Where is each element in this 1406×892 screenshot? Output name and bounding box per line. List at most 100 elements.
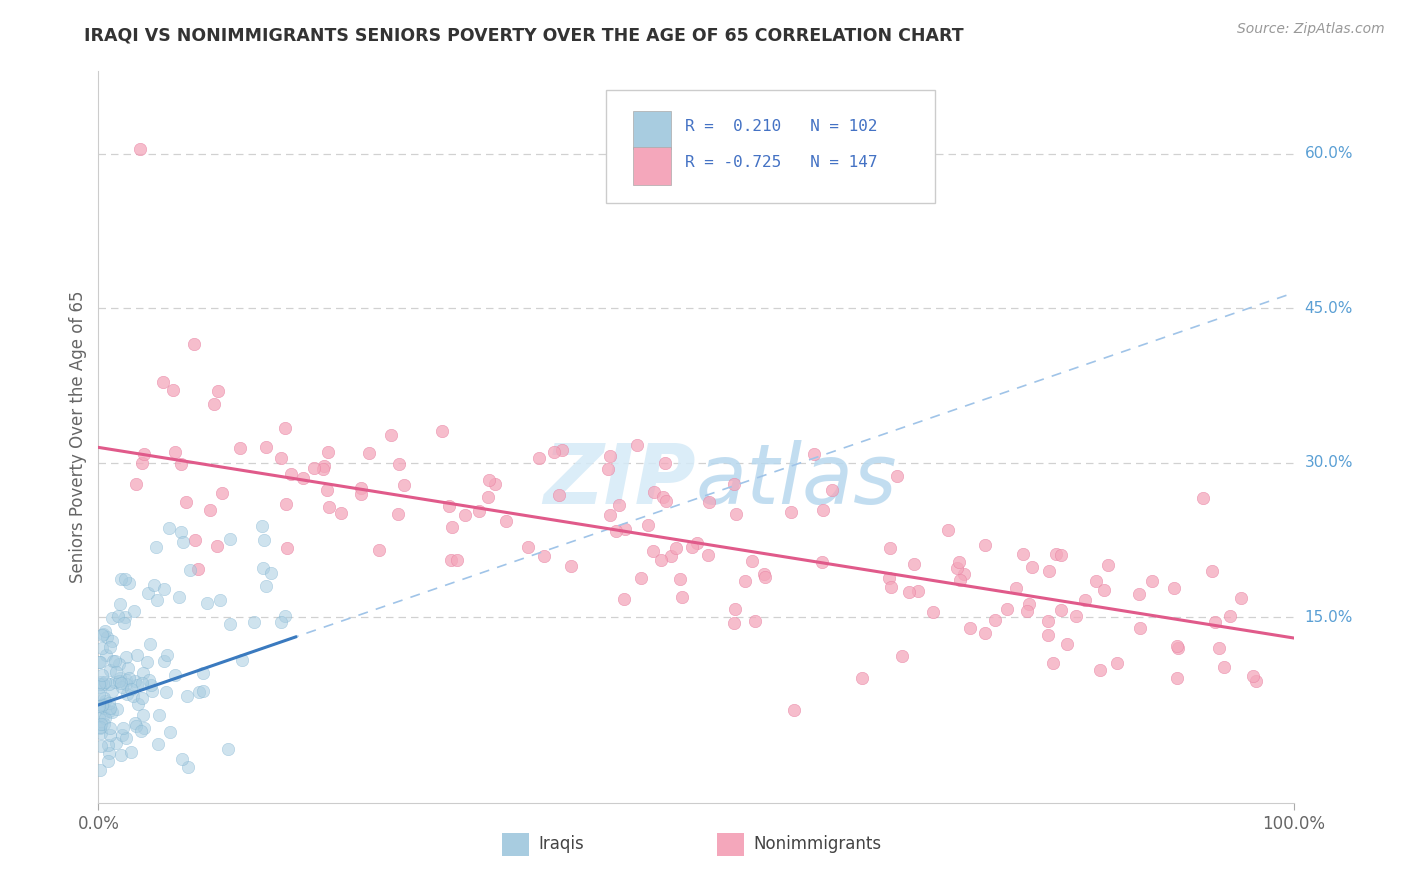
Point [318,500,340,515]
Point [560,559,582,574]
Point [104,675,127,690]
Point [359,445,381,459]
Point [626,438,648,452]
Text: Source: ZipAtlas.com: Source: ZipAtlas.com [1237,22,1385,37]
Point [91,677,114,691]
Point [110,598,132,612]
Point [96,630,118,644]
Point [183,337,205,351]
Point [316,445,339,459]
Point [1056,636,1078,650]
Point [91,698,114,712]
Point [260,566,283,581]
Point [686,535,709,549]
Point [1074,593,1097,607]
Point [211,486,233,500]
Point [1230,591,1253,606]
Point [953,567,976,582]
Point [468,504,491,518]
Point [112,615,135,630]
Point [172,751,194,765]
Point [146,737,169,751]
Point [188,685,211,699]
Point [94,648,117,662]
Point [127,678,149,692]
Point [229,442,252,456]
Point [127,648,149,662]
Point [254,441,277,455]
Point [87,677,110,691]
Point [90,628,112,642]
Point [125,477,148,491]
Point [543,445,565,459]
Point [89,655,111,669]
Point [697,495,720,509]
Point [98,640,121,654]
Point [152,654,174,668]
Point [380,428,402,442]
Y-axis label: Seniors Poverty Over the Age of 65: Seniors Poverty Over the Age of 65 [69,291,87,583]
Point [163,445,186,459]
FancyBboxPatch shape [606,90,935,203]
Point [1045,547,1067,561]
Point [174,495,197,509]
Point [879,541,901,555]
Point [112,721,135,735]
Point [208,593,231,607]
Point [138,673,160,688]
Point [1050,549,1073,563]
Point [191,666,214,681]
Point [187,561,209,575]
Point [599,508,621,522]
Point [218,533,240,547]
Point [159,725,181,739]
Point [139,678,162,692]
Point [813,503,835,517]
Point [605,524,627,538]
Point [548,488,571,502]
Point [141,683,163,698]
Point [93,690,115,705]
Point [93,626,115,640]
Point [440,552,463,566]
Point [253,533,276,547]
Point [897,584,920,599]
Text: IRAQI VS NONIMMIGRANTS SENIORS POVERTY OVER THE AGE OF 65 CORRELATION CHART: IRAQI VS NONIMMIGRANTS SENIORS POVERTY O… [84,27,965,45]
Point [131,666,153,681]
Point [169,590,191,604]
Point [650,553,672,567]
Point [654,493,676,508]
Point [207,384,229,398]
Point [115,649,138,664]
Point [302,461,325,475]
Point [851,671,873,685]
Point [550,442,572,457]
Point [177,760,200,774]
Point [477,490,499,504]
Point [440,519,463,533]
Point [744,615,766,629]
Point [101,705,124,719]
Point [117,660,139,674]
Point [276,497,298,511]
Point [115,677,138,691]
Point [114,673,136,687]
Point [599,450,621,464]
Point [100,611,122,625]
Point [111,728,134,742]
Text: 15.0%: 15.0% [1305,610,1353,625]
Point [1191,491,1213,505]
Point [107,673,129,688]
Point [243,615,266,629]
Point [145,540,167,554]
Point [129,142,152,156]
Point [984,613,1007,627]
Point [803,447,825,461]
Point [734,574,756,588]
Point [120,745,142,759]
Point [330,506,353,520]
Point [641,543,664,558]
Point [780,506,803,520]
Point [195,596,218,610]
Point [124,674,146,689]
